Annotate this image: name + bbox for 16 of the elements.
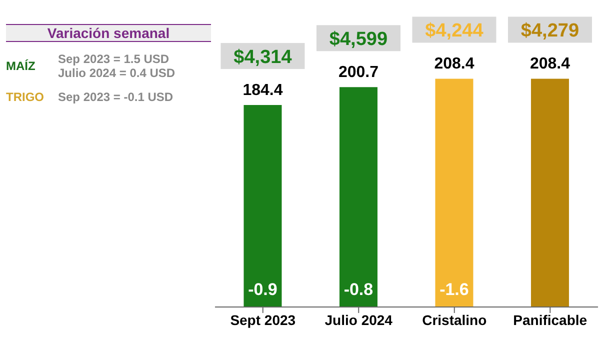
data-label: 200.7 [338, 64, 379, 82]
text: $4,599 [329, 29, 388, 50]
note-box: Variación semanal MAÍZ Sep 2023 = 1.5 USD Julio 2024 = 0.4 USD TRIGO Sep 2023 = -0.1 USD [6, 24, 211, 104]
annotation: -1.6 [440, 280, 469, 299]
data-label: 208.4 [434, 56, 474, 73]
annotation: -0.8 [344, 280, 374, 299]
text: $4,244 [425, 20, 484, 42]
data-label: 184.4 [242, 82, 283, 99]
annotation: -0.9 [248, 280, 278, 299]
x-tick-label: Julio 2024 [324, 312, 393, 328]
x-tick-label: Sept 2023 [230, 312, 296, 328]
x-tick-label: Cristalino [422, 312, 487, 328]
text: $4,279 [520, 20, 580, 42]
text: $4,314 [234, 47, 292, 68]
data-label: 208.4 [530, 56, 570, 73]
x-tick-label: Panificable [513, 312, 588, 328]
